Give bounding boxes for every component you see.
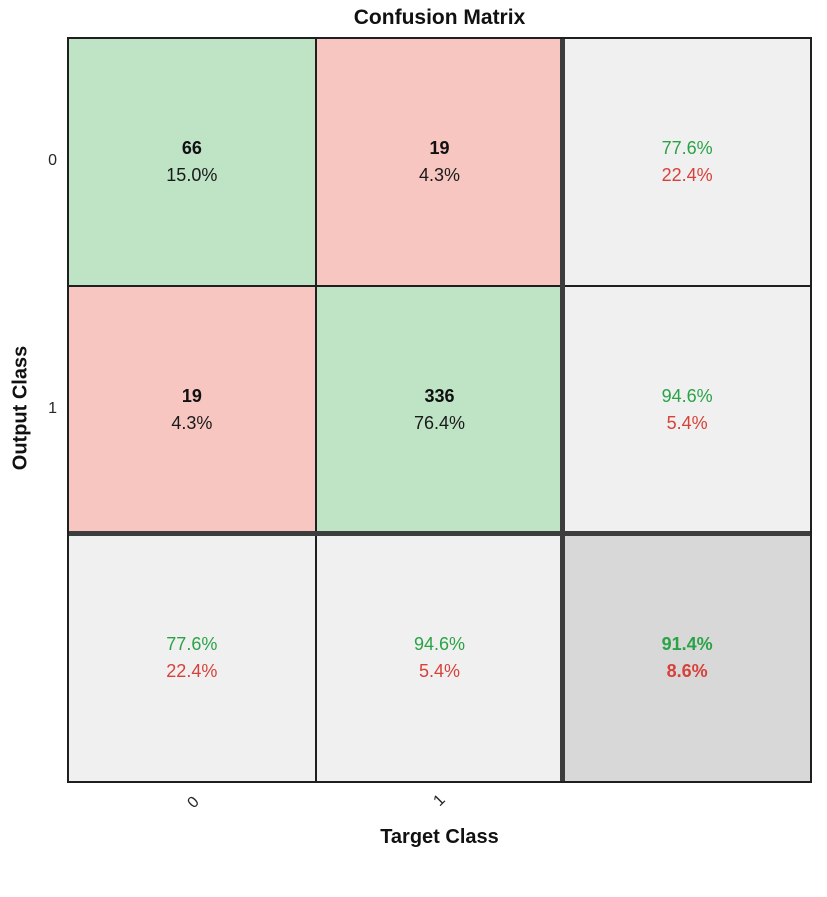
cell-count: 66 — [181, 138, 202, 158]
cell-output1-target0: 19 4.3% — [69, 287, 315, 533]
cell-percent: 4.3% — [418, 165, 460, 185]
cell-percent: 76.4% — [413, 413, 466, 433]
cell-target1-summary: 94.6% 5.4% — [316, 535, 563, 781]
cell-overall-accuracy: 91.4% 8.6% — [564, 535, 810, 781]
cell-percent: 4.3% — [171, 413, 213, 433]
summary-incorrect-percent: 22.4% — [166, 661, 218, 681]
cell-output0-target0: 66 15.0% — [69, 39, 315, 285]
cell-percent: 15.0% — [166, 165, 218, 185]
cell-output1-summary: 94.6% 5.4% — [564, 287, 810, 533]
y-tick-label-1: 1 — [48, 400, 57, 417]
summary-incorrect-percent: 22.4% — [661, 165, 713, 185]
cell-target0-summary: 77.6% 22.4% — [69, 535, 315, 781]
overall-error-percent: 8.6% — [666, 661, 708, 681]
summary-correct-percent: 77.6% — [166, 634, 218, 654]
summary-correct-percent: 94.6% — [661, 386, 713, 406]
cell-output1-target1: 336 76.4% — [316, 287, 563, 533]
cell-output0-summary: 77.6% 22.4% — [564, 39, 810, 285]
summary-correct-percent: 77.6% — [661, 138, 713, 158]
x-axis-label: Target Class — [380, 826, 499, 848]
thick-horizontal-separator — [69, 530, 810, 536]
confusion-matrix-grid: 66 15.0% 19 4.3% 77.6% 22.4% 19 4.3% 336… — [67, 37, 812, 783]
cell-count: 19 — [181, 386, 202, 406]
x-tick-label-1: 1 — [430, 791, 449, 810]
chart-title: Confusion Matrix — [353, 6, 526, 29]
cell-count: 336 — [424, 386, 455, 406]
cell-count: 19 — [429, 138, 450, 158]
summary-incorrect-percent: 5.4% — [666, 413, 708, 433]
y-tick-label-0: 0 — [48, 152, 57, 169]
summary-incorrect-percent: 5.4% — [418, 661, 460, 681]
x-tick-label-0: 0 — [184, 793, 203, 812]
cell-output0-target1: 19 4.3% — [316, 39, 563, 285]
thick-vertical-separator — [560, 39, 565, 781]
overall-accuracy-percent: 91.4% — [661, 634, 713, 654]
summary-correct-percent: 94.6% — [413, 634, 466, 654]
